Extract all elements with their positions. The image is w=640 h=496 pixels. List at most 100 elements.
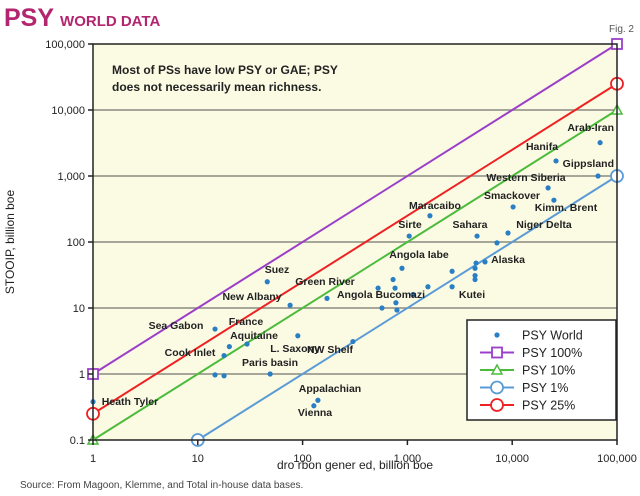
y-tick-label: 1,000 xyxy=(57,171,85,183)
data-point xyxy=(324,295,330,301)
data-point xyxy=(392,285,398,291)
x-tick-label: 100,000 xyxy=(597,453,637,465)
legend-label: PSY 25% xyxy=(522,399,575,413)
legend-marker xyxy=(490,380,504,395)
point-label: Alaska xyxy=(491,254,525,266)
point-label: Sea Gabon xyxy=(149,320,204,332)
legend-label: PSY 100% xyxy=(522,346,582,360)
source-note: Source: From Magoon, Klemme, and Total i… xyxy=(20,480,304,491)
psy-100--line xyxy=(92,43,618,375)
point-label: Cook Inlet xyxy=(165,347,216,359)
x-axis-label: dro rbon gener ed, billion boe xyxy=(277,458,433,472)
point-label: Sahara xyxy=(452,219,487,231)
title-sub: WORLD DATA xyxy=(60,13,161,30)
data-point xyxy=(406,233,412,239)
legend-marker xyxy=(494,332,500,338)
data-point xyxy=(449,284,455,290)
data-point xyxy=(425,284,431,290)
data-point xyxy=(212,372,218,378)
data-point xyxy=(295,333,301,339)
data-point xyxy=(427,213,433,219)
y-tick-label: 1 xyxy=(79,369,85,381)
data-point xyxy=(394,307,400,313)
point-label: Vienna xyxy=(298,407,332,419)
title-main: PSY xyxy=(4,4,55,32)
point-label: Paris basin xyxy=(242,357,298,369)
point-label: NW Shelf xyxy=(307,344,354,356)
data-point xyxy=(553,158,559,164)
point-label: Gippsland xyxy=(563,158,614,170)
legend-marker xyxy=(491,346,503,359)
y-axis-label: STOOIP, billion boe xyxy=(3,190,17,295)
annotation-line-1: Most of PSs have low PSY or GAE; PSY xyxy=(112,63,338,77)
data-point xyxy=(482,259,488,265)
point-label: Sirte xyxy=(398,219,422,231)
point-label: Angola Bucomazi xyxy=(337,289,425,301)
point-label: Arab-Iran xyxy=(567,122,614,134)
data-point xyxy=(221,373,227,379)
data-point xyxy=(472,272,478,279)
point-label: Appalachian xyxy=(299,383,361,395)
legend: PSY World PSY 100% PSY 10% PSY 1% PSY 25% xyxy=(466,319,617,421)
data-point xyxy=(221,353,227,359)
point-label: Niger Delta xyxy=(516,219,572,231)
point-label: Hanifa xyxy=(526,141,558,153)
point-label: Angola Iabe xyxy=(389,249,449,261)
data-point xyxy=(350,338,356,345)
point-label: New Albany xyxy=(222,291,281,303)
data-point xyxy=(472,276,478,283)
psy-1--line xyxy=(197,175,618,441)
point-label: Heath Tyler xyxy=(102,396,158,408)
x-tick-label: 1 xyxy=(90,453,96,465)
y-tick-label: 10 xyxy=(73,303,85,315)
data-point xyxy=(390,276,396,283)
figure-label: Fig. 2 xyxy=(608,24,634,35)
data-point xyxy=(311,403,317,409)
y-tick-label: 10,000 xyxy=(51,105,85,117)
data-point xyxy=(473,260,479,266)
legend-label: PSY World xyxy=(522,329,583,343)
y-tick-label: 100,000 xyxy=(45,39,85,51)
legend-label: PSY 10% xyxy=(522,364,575,378)
data-point xyxy=(449,268,455,274)
data-point xyxy=(244,341,250,347)
data-point xyxy=(597,140,603,146)
data-point xyxy=(410,291,416,298)
point-label: France xyxy=(229,316,264,328)
x-tick-label: 1,000 xyxy=(394,453,422,465)
data-point xyxy=(545,185,551,191)
point-label: Maracaibo xyxy=(409,200,461,212)
page-title: PSY WORLD DATA xyxy=(4,4,160,33)
legend-marker xyxy=(490,363,504,375)
data-point xyxy=(510,204,516,210)
data-point xyxy=(315,397,321,403)
annotation-line-2: does not necessarily mean richness. xyxy=(112,80,321,94)
data-point xyxy=(393,300,399,306)
x-tick-label: 10 xyxy=(192,453,204,465)
data-point xyxy=(505,230,511,236)
point-label: L. Saxony xyxy=(270,343,320,355)
y-tick-label: 0.1 xyxy=(70,435,85,447)
data-point xyxy=(226,344,232,350)
point-label: Kutei xyxy=(459,289,485,301)
data-point xyxy=(595,173,601,179)
data-point xyxy=(494,240,500,246)
data-point xyxy=(375,285,381,291)
data-point xyxy=(379,305,385,311)
point-label: Kimm. Brent xyxy=(535,202,598,214)
point-label: Green River xyxy=(295,276,355,288)
data-point xyxy=(472,265,478,271)
legend-marker xyxy=(490,398,504,412)
data-point xyxy=(212,326,218,332)
data-point xyxy=(474,233,480,239)
point-label: Suez xyxy=(265,264,290,276)
data-point xyxy=(551,197,557,203)
point-label: Smackover xyxy=(484,190,540,202)
point-label: Western Siberia xyxy=(486,172,565,184)
data-point xyxy=(287,302,293,308)
x-tick-label: 10,000 xyxy=(495,453,529,465)
data-point xyxy=(264,279,270,285)
psy-10--line xyxy=(92,109,618,441)
x-tick-label: 100 xyxy=(293,453,311,465)
